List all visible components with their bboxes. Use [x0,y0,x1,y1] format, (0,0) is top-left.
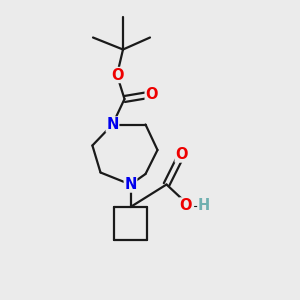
Text: N: N [106,117,119,132]
Text: O: O [180,198,192,213]
Text: O: O [111,68,123,82]
Text: O: O [175,147,188,162]
Text: O: O [145,87,158,102]
Text: N: N [124,177,137,192]
Text: H: H [198,198,210,213]
